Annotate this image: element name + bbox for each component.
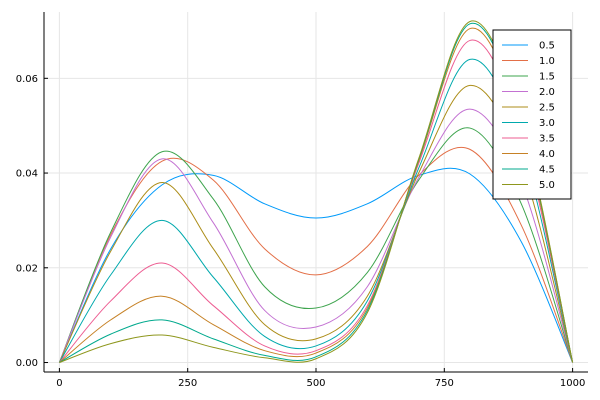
y-tick-label: 0.00 — [16, 358, 38, 369]
legend-label: 4.0 — [539, 149, 555, 160]
y-tick-label: 0.06 — [16, 74, 38, 85]
x-tick-label: 750 — [435, 378, 454, 389]
y-ticks: 0.00 0.02 0.04 0.06 — [16, 74, 48, 369]
legend-label: 1.0 — [539, 56, 555, 67]
legend-label: 2.5 — [539, 103, 555, 114]
series-line-0.5 — [58, 167, 574, 363]
legend-label: 0.5 — [539, 41, 555, 52]
y-tick-label: 0.04 — [16, 169, 38, 180]
legend-label: 3.5 — [539, 134, 555, 145]
x-tick-label: 1000 — [560, 378, 585, 389]
legend: 0.5 1.0 1.5 2.0 2.5 3.0 3.5 4.0 4.5 5.0 — [492, 29, 572, 200]
legend-label: 5.0 — [539, 180, 555, 191]
x-ticks: 0 250 500 750 1000 — [56, 368, 585, 389]
legend-label: 1.5 — [539, 72, 555, 83]
y-tick-label: 0.02 — [16, 263, 38, 274]
x-tick-label: 0 — [56, 378, 62, 389]
grid — [44, 12, 588, 372]
legend-label: 4.5 — [539, 165, 555, 176]
legend-box — [492, 29, 572, 200]
x-tick-label: 500 — [306, 378, 325, 389]
legend-label: 3.0 — [539, 118, 555, 129]
x-tick-label: 250 — [178, 378, 197, 389]
legend-label: 2.0 — [539, 87, 555, 98]
